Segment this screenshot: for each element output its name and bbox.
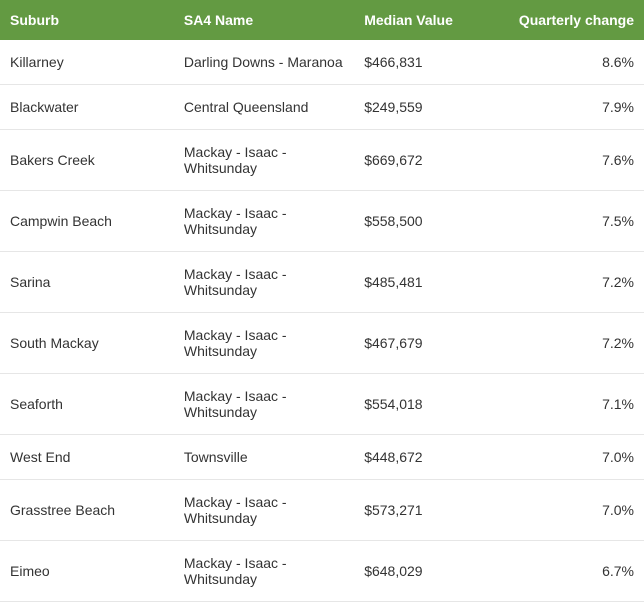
cell-change: 7.9% <box>489 85 644 130</box>
cell-sa4: Central Queensland <box>174 85 354 130</box>
cell-suburb: Bakers Creek <box>0 130 174 191</box>
cell-change: 7.6% <box>489 130 644 191</box>
cell-median: $249,559 <box>354 85 489 130</box>
cell-median: $558,500 <box>354 191 489 252</box>
table-header: Suburb SA4 Name Median Value Quarterly c… <box>0 0 644 40</box>
table-row: SeaforthMackay - Isaac - Whitsunday$554,… <box>0 374 644 435</box>
cell-sa4: Mackay - Isaac - Whitsunday <box>174 541 354 602</box>
cell-change: 6.7% <box>489 541 644 602</box>
table-row: Bakers CreekMackay - Isaac - Whitsunday$… <box>0 130 644 191</box>
cell-change: 7.2% <box>489 252 644 313</box>
col-header-change: Quarterly change <box>489 0 644 40</box>
cell-suburb: South Mackay <box>0 313 174 374</box>
cell-change: 7.1% <box>489 374 644 435</box>
cell-change: 7.0% <box>489 435 644 480</box>
col-header-median: Median Value <box>354 0 489 40</box>
col-header-suburb: Suburb <box>0 0 174 40</box>
table-body: KillarneyDarling Downs - Maranoa$466,831… <box>0 40 644 602</box>
cell-sa4: Mackay - Isaac - Whitsunday <box>174 480 354 541</box>
table-row: SarinaMackay - Isaac - Whitsunday$485,48… <box>0 252 644 313</box>
cell-sa4: Mackay - Isaac - Whitsunday <box>174 191 354 252</box>
table-row: South MackayMackay - Isaac - Whitsunday$… <box>0 313 644 374</box>
cell-median: $669,672 <box>354 130 489 191</box>
property-table: Suburb SA4 Name Median Value Quarterly c… <box>0 0 644 602</box>
cell-suburb: West End <box>0 435 174 480</box>
cell-median: $573,271 <box>354 480 489 541</box>
cell-sa4: Mackay - Isaac - Whitsunday <box>174 252 354 313</box>
cell-median: $466,831 <box>354 40 489 85</box>
table-row: Grasstree BeachMackay - Isaac - Whitsund… <box>0 480 644 541</box>
table-row: BlackwaterCentral Queensland$249,5597.9% <box>0 85 644 130</box>
cell-change: 7.0% <box>489 480 644 541</box>
cell-median: $467,679 <box>354 313 489 374</box>
col-header-sa4: SA4 Name <box>174 0 354 40</box>
cell-suburb: Seaforth <box>0 374 174 435</box>
table-row: West EndTownsville$448,6727.0% <box>0 435 644 480</box>
cell-suburb: Killarney <box>0 40 174 85</box>
cell-suburb: Eimeo <box>0 541 174 602</box>
cell-suburb: Blackwater <box>0 85 174 130</box>
cell-median: $554,018 <box>354 374 489 435</box>
table-row: KillarneyDarling Downs - Maranoa$466,831… <box>0 40 644 85</box>
cell-median: $648,029 <box>354 541 489 602</box>
table-row: EimeoMackay - Isaac - Whitsunday$648,029… <box>0 541 644 602</box>
cell-median: $485,481 <box>354 252 489 313</box>
cell-sa4: Mackay - Isaac - Whitsunday <box>174 374 354 435</box>
cell-sa4: Darling Downs - Maranoa <box>174 40 354 85</box>
table-row: Campwin BeachMackay - Isaac - Whitsunday… <box>0 191 644 252</box>
cell-suburb: Sarina <box>0 252 174 313</box>
cell-change: 7.2% <box>489 313 644 374</box>
cell-sa4: Mackay - Isaac - Whitsunday <box>174 313 354 374</box>
cell-change: 8.6% <box>489 40 644 85</box>
cell-median: $448,672 <box>354 435 489 480</box>
cell-suburb: Campwin Beach <box>0 191 174 252</box>
cell-suburb: Grasstree Beach <box>0 480 174 541</box>
cell-sa4: Townsville <box>174 435 354 480</box>
cell-change: 7.5% <box>489 191 644 252</box>
cell-sa4: Mackay - Isaac - Whitsunday <box>174 130 354 191</box>
